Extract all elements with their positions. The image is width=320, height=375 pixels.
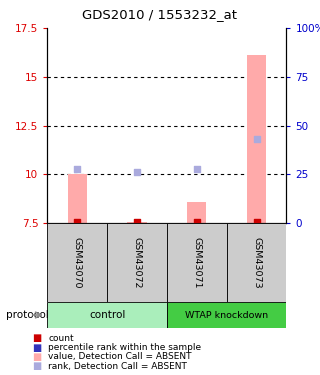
- Bar: [167, 223, 227, 302]
- Point: [254, 136, 259, 142]
- Text: control: control: [89, 310, 125, 320]
- Text: ■: ■: [32, 333, 41, 343]
- Text: GSM43070: GSM43070: [73, 237, 82, 288]
- Bar: [247, 56, 266, 223]
- Text: percentile rank within the sample: percentile rank within the sample: [48, 343, 201, 352]
- Bar: [68, 174, 87, 223]
- Point: [194, 219, 199, 225]
- Text: value, Detection Call = ABSENT: value, Detection Call = ABSENT: [48, 352, 191, 362]
- Text: GSM43072: GSM43072: [132, 237, 141, 288]
- Point: [254, 219, 259, 225]
- Point: [75, 219, 80, 225]
- Text: ■: ■: [32, 362, 41, 371]
- Text: protocol: protocol: [6, 310, 49, 320]
- Bar: [227, 223, 286, 302]
- Bar: [127, 222, 147, 223]
- Point: [134, 170, 140, 176]
- Text: GSM43071: GSM43071: [192, 237, 201, 288]
- Text: ■: ■: [32, 343, 41, 352]
- Text: GDS2010 / 1553232_at: GDS2010 / 1553232_at: [83, 8, 237, 21]
- Bar: [187, 202, 206, 223]
- Text: ■: ■: [32, 352, 41, 362]
- Point: [194, 165, 199, 171]
- Bar: [107, 223, 167, 302]
- Text: count: count: [48, 334, 74, 343]
- Bar: [47, 302, 167, 328]
- Text: rank, Detection Call = ABSENT: rank, Detection Call = ABSENT: [48, 362, 187, 371]
- Point: [75, 165, 80, 171]
- Point: [134, 219, 140, 225]
- Text: WTAP knockdown: WTAP knockdown: [185, 310, 268, 320]
- Text: GSM43073: GSM43073: [252, 237, 261, 288]
- Bar: [47, 223, 107, 302]
- Bar: [167, 302, 286, 328]
